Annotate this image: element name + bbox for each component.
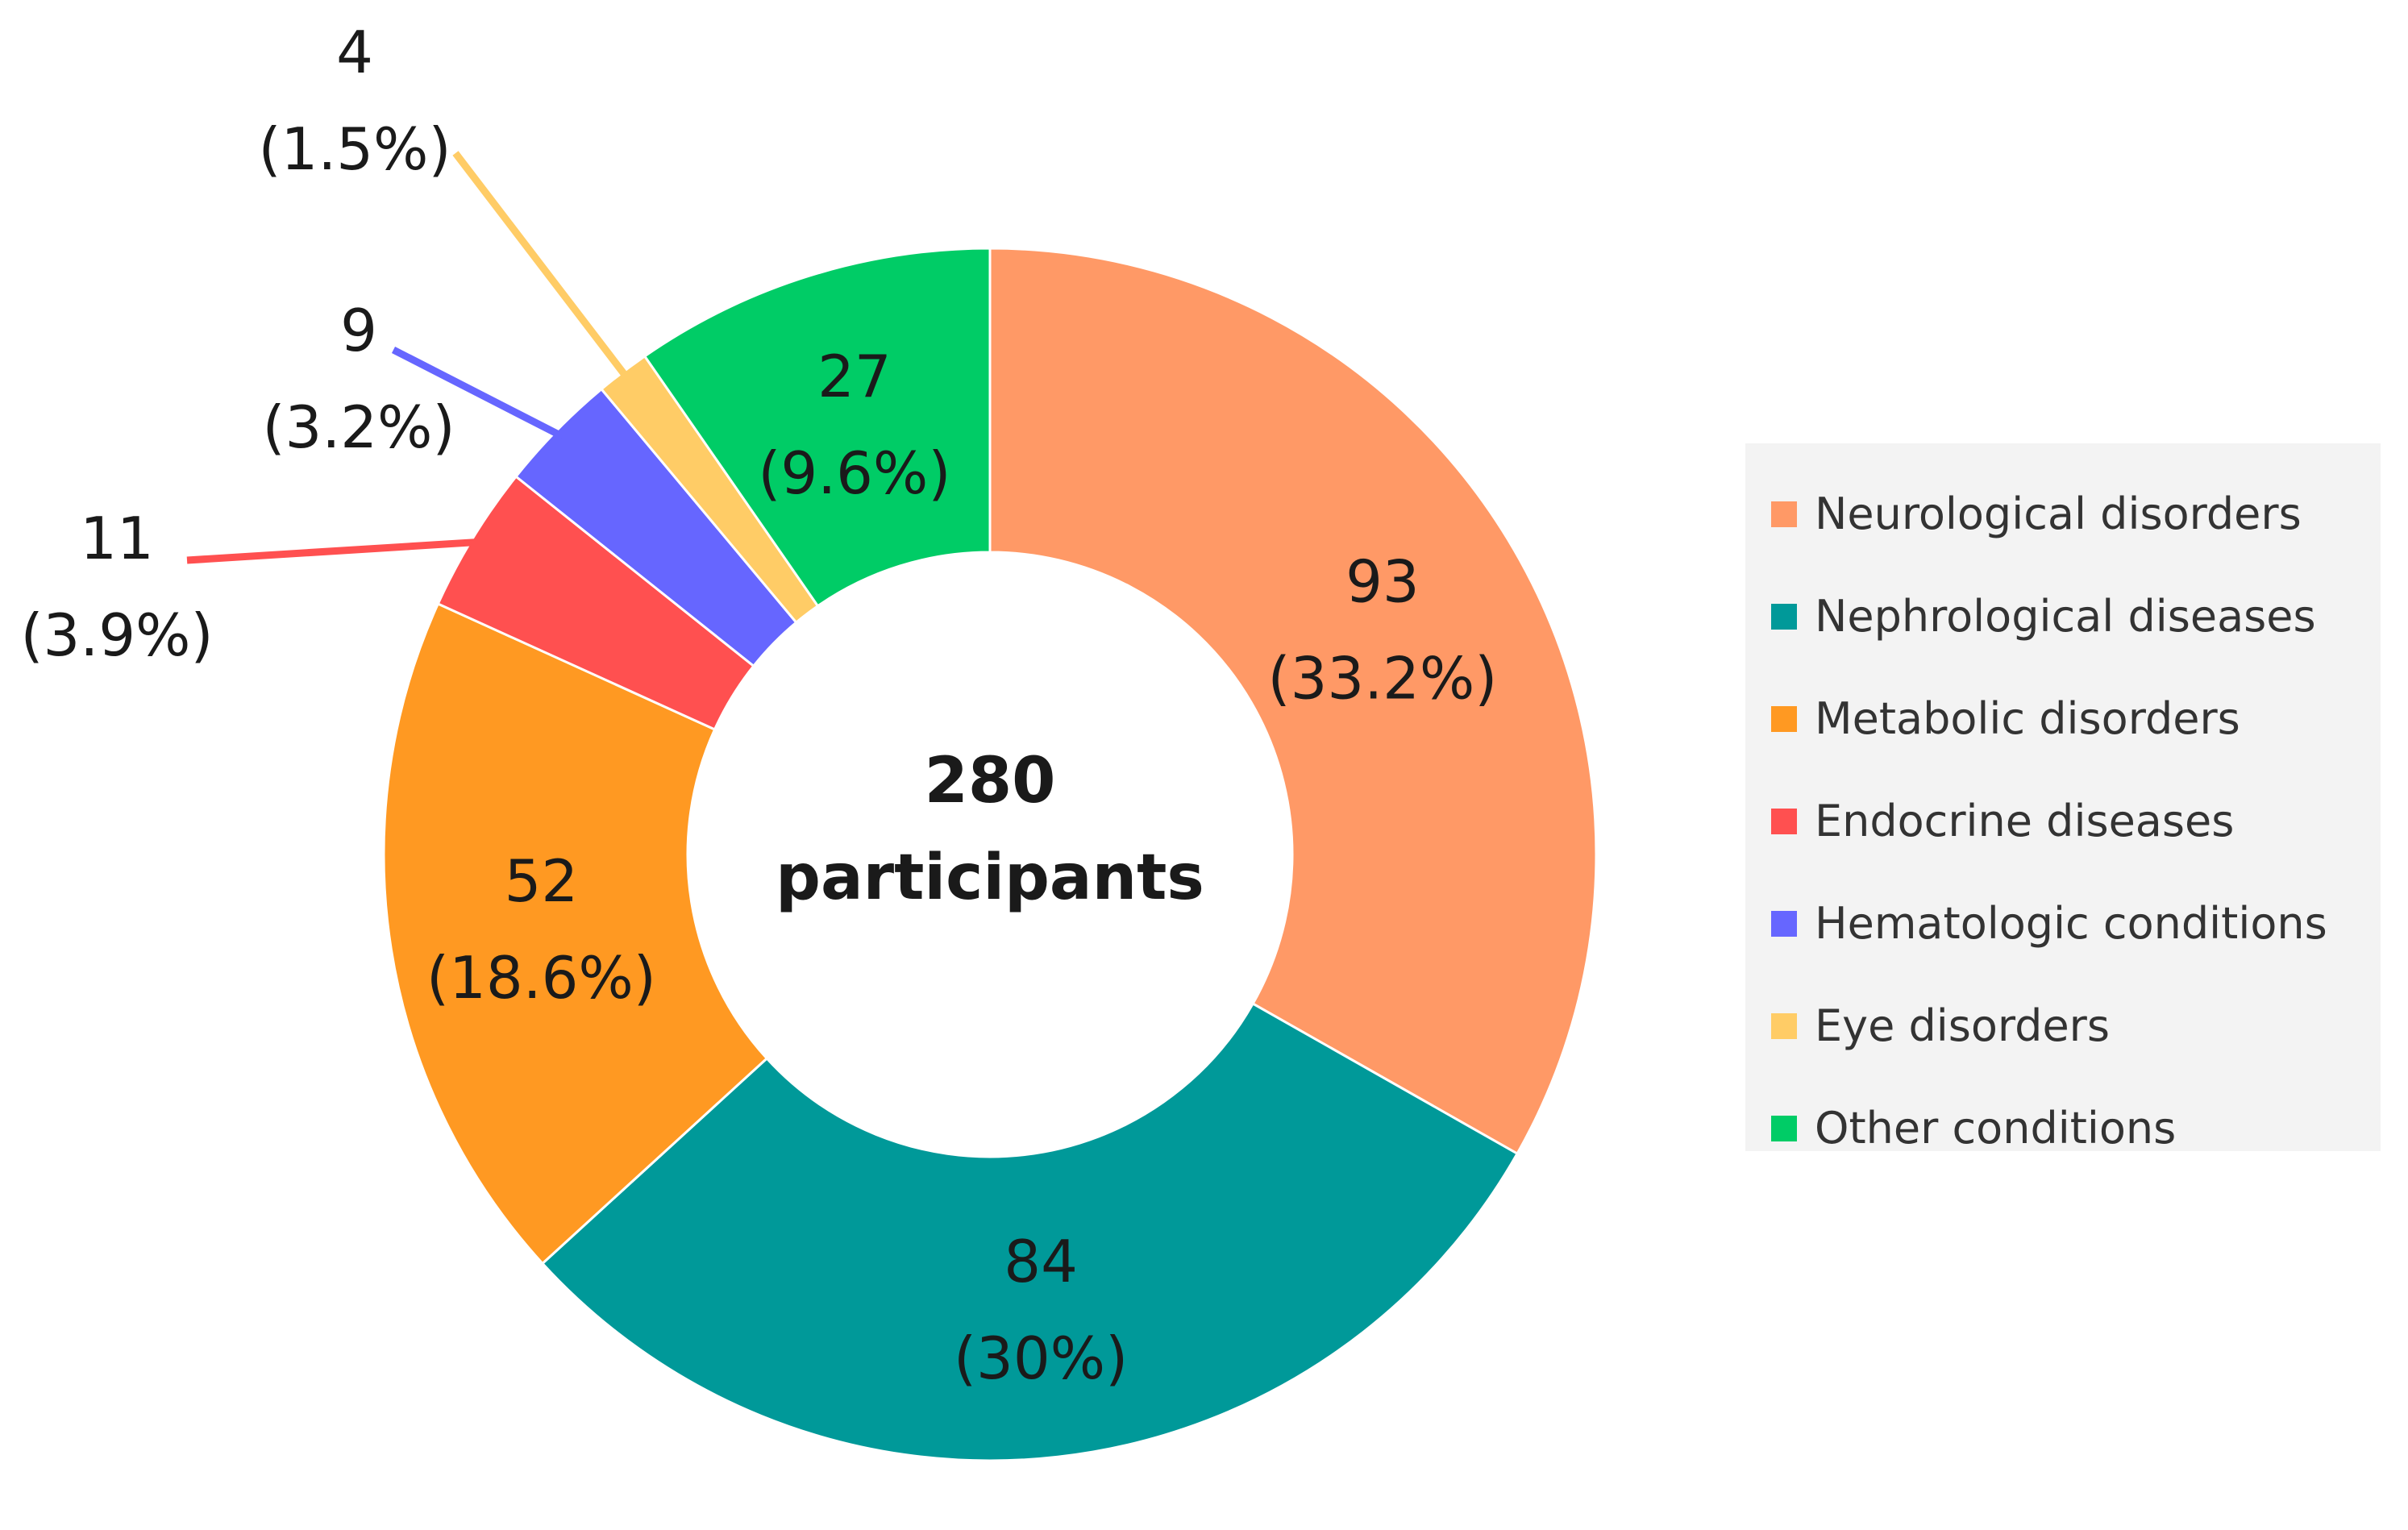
legend-label: Neurological disorders <box>1815 489 2302 539</box>
center-label-value: 280 <box>925 745 1056 817</box>
data-label-value-metabolic-disorders: 52 <box>505 847 579 915</box>
legend-label: Hematologic conditions <box>1815 898 2327 949</box>
legend-swatch <box>1771 808 1797 834</box>
legend-label: Metabolic disorders <box>1815 693 2240 744</box>
legend-item-endocrine-diseases: Endocrine diseases <box>1771 770 2381 872</box>
data-label-value-endocrine-diseases: 11 <box>80 505 154 572</box>
data-label-percent-metabolic-disorders: (18.6%) <box>426 944 656 1012</box>
data-label-percent-neurological-disorders: (33.2%) <box>1267 644 1497 712</box>
data-label-percent-eye-disorders: (1.5%) <box>258 115 451 183</box>
legend-item-eye-disorders: Eye disorders <box>1771 975 2381 1077</box>
leader-line-hematologic-conditions <box>391 346 564 440</box>
legend-swatch <box>1771 501 1797 527</box>
legend-label: Endocrine diseases <box>1815 796 2235 846</box>
slice-neurological-disorders <box>988 247 1598 1156</box>
data-label-value-other-conditions: 27 <box>817 343 892 410</box>
data-label-percent-other-conditions: (9.6%) <box>758 439 950 507</box>
center-label-text: participants <box>776 842 1204 914</box>
data-labels-layer: 93 (33.2%) 84 (30%) 52 (18.6%) 11 (3.9%) 9 (3.2%)… <box>20 19 1497 1392</box>
data-label-percent-hematologic-conditions: (3.2%) <box>262 393 455 461</box>
legend-label: Eye disorders <box>1815 1000 2111 1051</box>
legend: Neurological disorders Nephrological dise… <box>1745 443 2381 1154</box>
legend-swatch <box>1771 910 1797 937</box>
legend-label: Other conditions <box>1815 1103 2177 1154</box>
legend-swatch <box>1771 1012 1797 1039</box>
legend-item-metabolic-disorders: Metabolic disorders <box>1771 667 2381 770</box>
legend-label: Nephrological diseases <box>1815 591 2316 642</box>
slice-nephrological-diseases <box>540 1002 1520 1462</box>
slice-other-conditions <box>643 247 992 608</box>
legend-swatch <box>1771 603 1797 630</box>
slices-layer <box>382 247 1598 1462</box>
legend-item-nephrological-diseases: Nephrological diseases <box>1771 565 2381 667</box>
leader-line-eye-disorders <box>452 151 631 381</box>
data-label-value-nephrological-diseases: 84 <box>1004 1228 1078 1295</box>
legend-swatch <box>1771 705 1797 732</box>
data-label-value-hematologic-conditions: 9 <box>340 297 377 364</box>
legend-item-neurological-disorders: Neurological disorders <box>1771 463 2381 565</box>
data-label-value-neurological-disorders: 93 <box>1345 547 1420 615</box>
leader-lines-layer <box>186 151 631 564</box>
legend-item-hematologic-conditions: Hematologic conditions <box>1771 872 2381 975</box>
legend-swatch <box>1771 1115 1797 1141</box>
data-label-value-eye-disorders: 4 <box>336 19 373 86</box>
data-label-percent-endocrine-diseases: (3.9%) <box>20 601 213 669</box>
leader-line-endocrine-diseases <box>186 538 480 564</box>
data-label-percent-nephrological-diseases: (30%) <box>954 1324 1128 1392</box>
legend-item-other-conditions: Other conditions <box>1771 1077 2381 1179</box>
center-label: 280 participants <box>776 745 1204 914</box>
slice-metabolic-disorders <box>382 602 769 1266</box>
